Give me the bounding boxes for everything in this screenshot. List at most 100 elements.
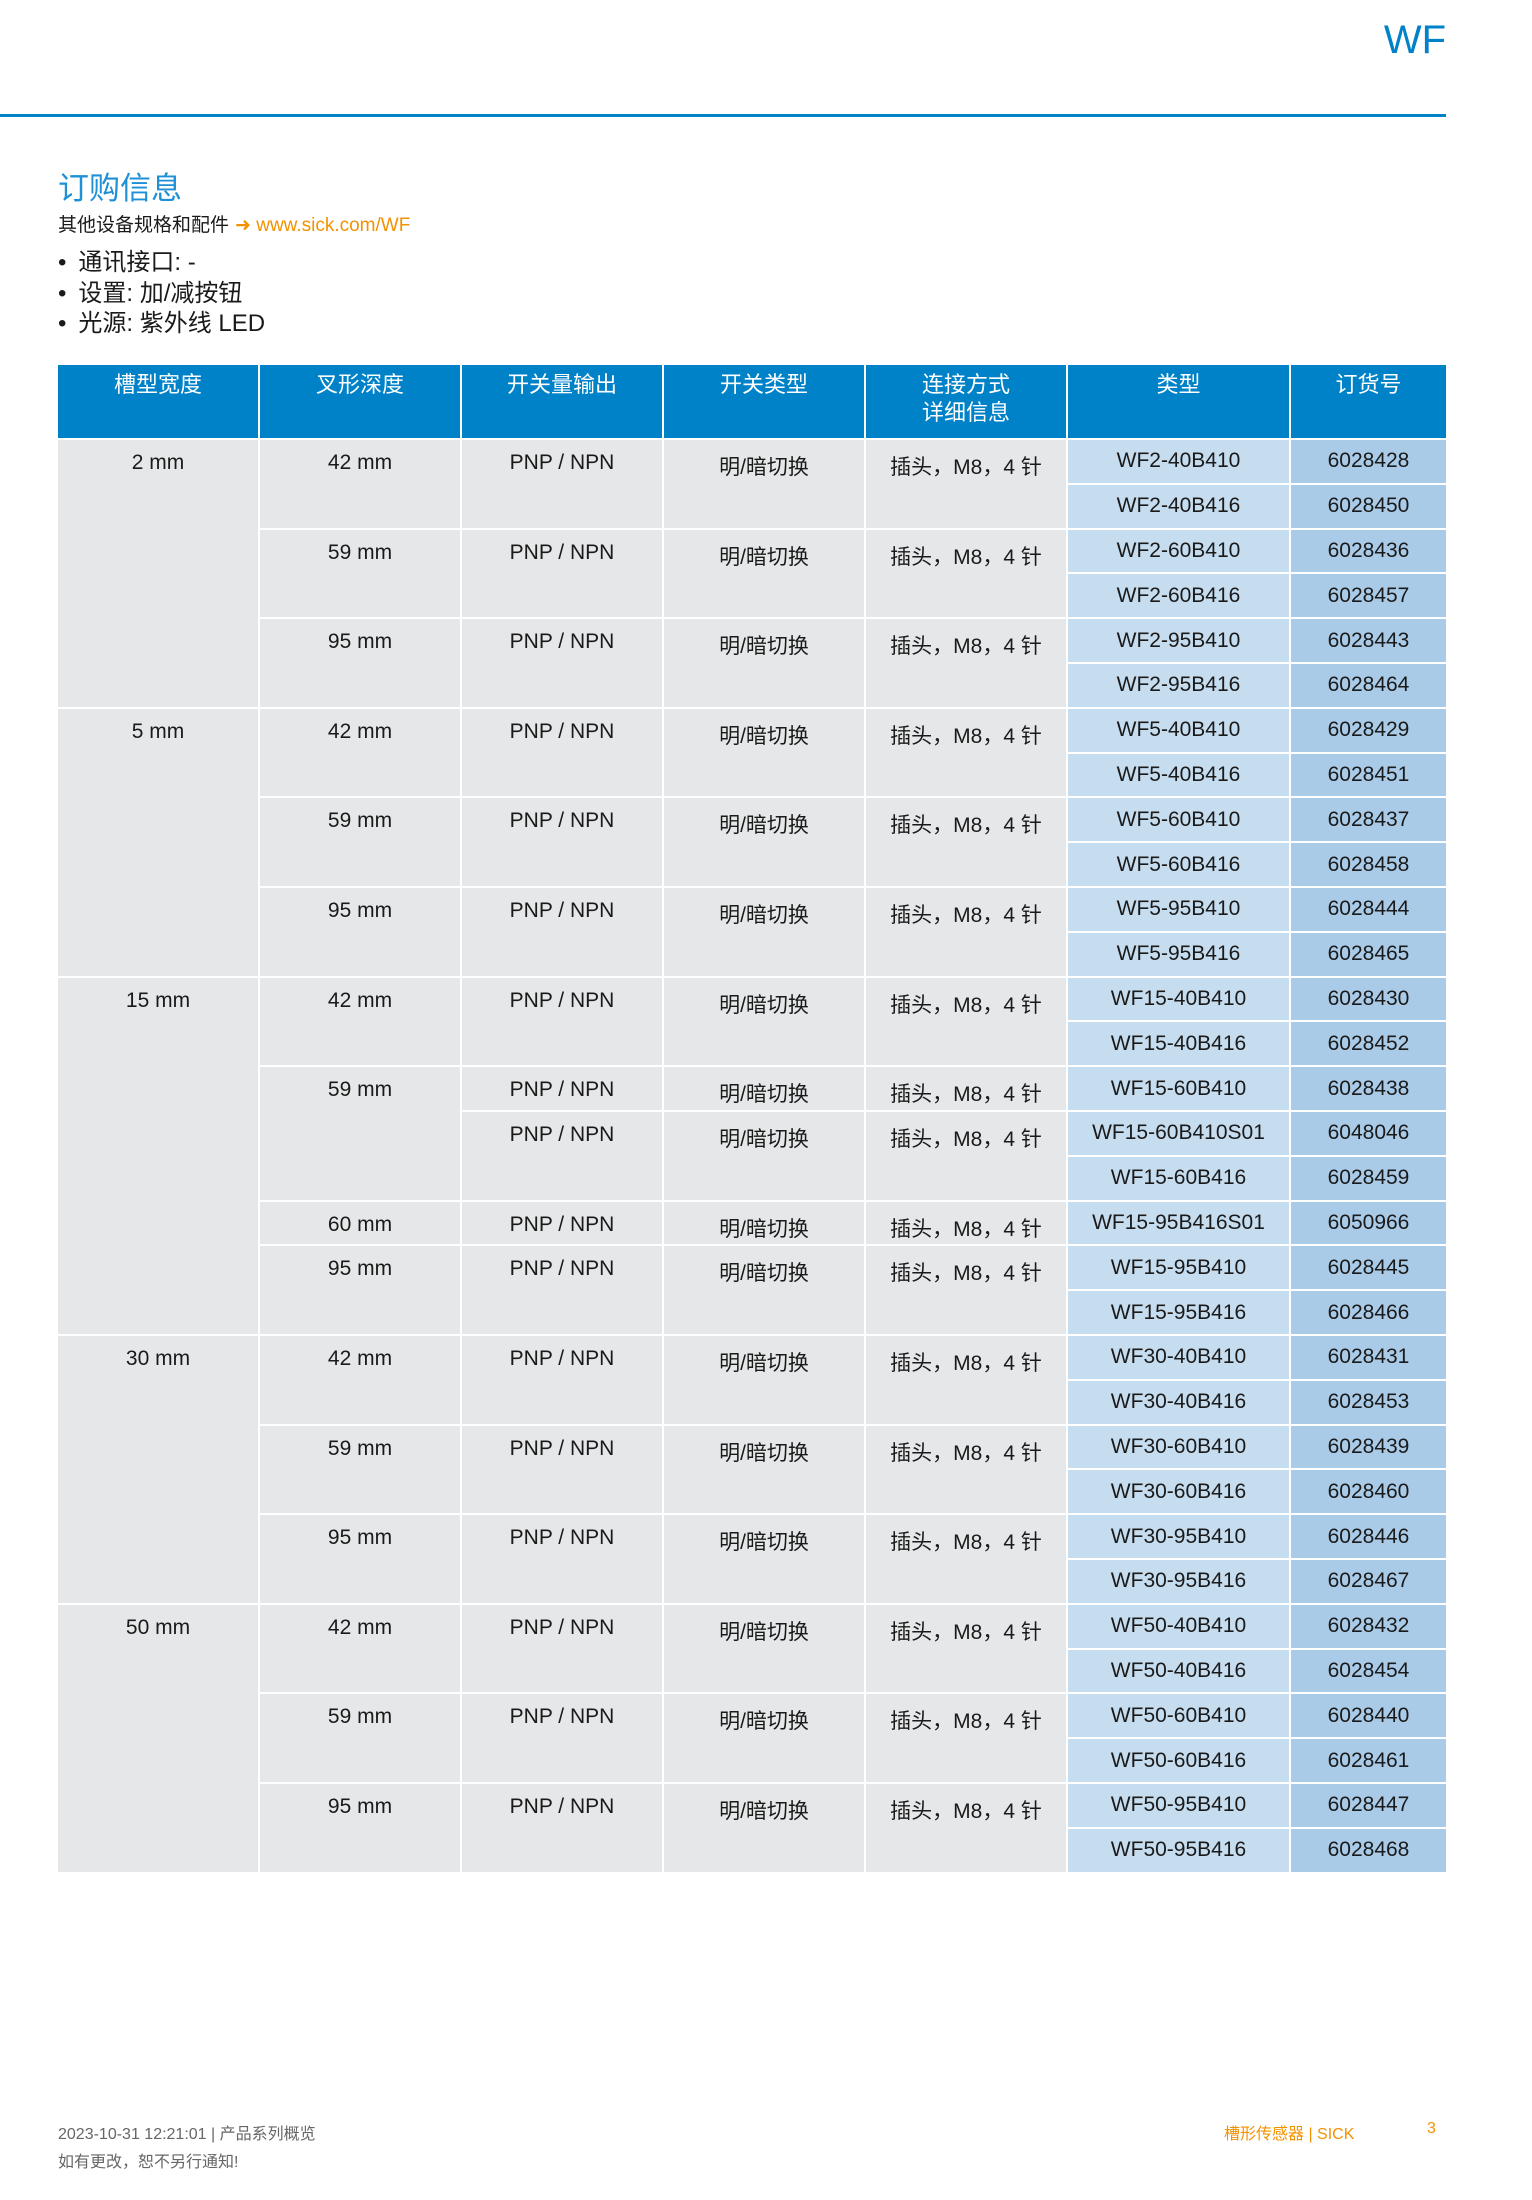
switch-type-cell: 明/暗切换 — [664, 1694, 864, 1782]
fork-depth-cell: 60 mm — [260, 1201, 460, 1245]
subtitle: 其他设备规格和配件 ➜ www.sick.com/WF — [58, 210, 410, 237]
type-cell: WF15-40B410 — [1068, 977, 1289, 1021]
type-cell: WF2-40B416 — [1068, 484, 1289, 528]
switching-output-cell: PNP / NPN — [462, 619, 662, 707]
order-number-cell: 6028439 — [1291, 1425, 1446, 1469]
brand-title: WF — [1383, 18, 1446, 62]
fork-depth-cell: 95 mm — [260, 1515, 460, 1603]
type-cell: WF2-60B410 — [1068, 529, 1289, 573]
type-cell: WF2-40B410 — [1068, 440, 1289, 483]
type-cell: WF5-95B410 — [1068, 887, 1289, 931]
subtitle-text: 其他设备规格和配件 — [58, 215, 230, 236]
connection-cell: 插头，M8，4 针 — [866, 1111, 1066, 1200]
switching-output-cell: PNP / NPN — [462, 1335, 662, 1424]
switch-type-cell: 明/暗切换 — [664, 1201, 864, 1245]
switching-output-cell: PNP / NPN — [462, 708, 662, 797]
switching-output-cell: PNP / NPN — [462, 1246, 662, 1334]
order-number-cell: 6028438 — [1291, 1067, 1446, 1110]
switching-output-cell: PNP / NPN — [462, 440, 662, 528]
type-cell: WF5-40B416 — [1068, 753, 1289, 797]
order-number-cell: 6028460 — [1291, 1470, 1446, 1514]
type-cell: WF30-95B416 — [1068, 1559, 1289, 1603]
order-number-cell: 6028447 — [1291, 1783, 1446, 1827]
fork-depth-cell: 95 mm — [260, 619, 460, 707]
type-cell: WF30-60B410 — [1068, 1425, 1289, 1469]
type-cell: WF15-60B410 — [1068, 1067, 1289, 1110]
order-number-cell: 6028458 — [1291, 843, 1446, 886]
arrow-right-icon: ➜ — [235, 215, 251, 236]
order-number-cell: 6028440 — [1291, 1694, 1446, 1738]
type-cell: WF15-60B410S01 — [1068, 1111, 1289, 1155]
column-header: 开关量输出 — [462, 365, 662, 438]
connection-cell: 插头，M8，4 针 — [866, 1515, 1066, 1603]
connection-cell: 插头，M8，4 针 — [866, 708, 1066, 797]
fork-depth-cell: 59 mm — [260, 1694, 460, 1782]
type-cell: WF30-95B410 — [1068, 1515, 1289, 1558]
type-cell: WF15-40B416 — [1068, 1022, 1289, 1066]
type-cell: WF30-40B416 — [1068, 1380, 1289, 1424]
connection-cell: 插头，M8，4 针 — [866, 1067, 1066, 1110]
type-cell: WF5-40B410 — [1068, 708, 1289, 752]
slot-width-cell: 5 mm — [58, 708, 258, 976]
order-number-cell: 6048046 — [1291, 1111, 1446, 1155]
page-title: 订购信息 — [58, 171, 182, 206]
order-number-cell: 6028445 — [1291, 1246, 1446, 1290]
order-number-cell: 6028444 — [1291, 887, 1446, 931]
fork-depth-cell: 95 mm — [260, 1246, 460, 1334]
column-header: 槽型宽度 — [58, 365, 258, 438]
order-number-cell: 6028432 — [1291, 1604, 1446, 1648]
column-header-line: 详细信息 — [921, 400, 1010, 425]
header-divider — [0, 114, 1446, 117]
switch-type-cell: 明/暗切换 — [664, 1604, 864, 1693]
column-header-line: 开关量输出 — [506, 372, 617, 397]
type-cell: WF50-95B410 — [1068, 1783, 1289, 1827]
type-cell: WF50-60B416 — [1068, 1739, 1289, 1782]
column-header-line: 订货号 — [1335, 372, 1402, 397]
fork-depth-cell: 42 mm — [260, 708, 460, 797]
switch-type-cell: 明/暗切换 — [664, 977, 864, 1066]
switching-output-cell: PNP / NPN — [462, 1783, 662, 1872]
column-header: 订货号 — [1291, 365, 1446, 438]
feature-item: 光源: 紫外线 LED — [58, 309, 265, 340]
fork-depth-cell: 59 mm — [260, 1067, 460, 1200]
feature-list: 通讯接口: - 设置: 加/减按钮 光源: 紫外线 LED — [58, 248, 265, 340]
switching-output-cell: PNP / NPN — [462, 887, 662, 976]
type-cell: WF5-60B410 — [1068, 798, 1289, 842]
type-cell: WF5-95B416 — [1068, 932, 1289, 976]
page-number: 3 — [1427, 2120, 1436, 2137]
switch-type-cell: 明/暗切换 — [664, 1335, 864, 1424]
fork-depth-cell: 95 mm — [260, 887, 460, 976]
fork-depth-cell: 95 mm — [260, 1783, 460, 1872]
switching-output-cell: PNP / NPN — [462, 1515, 662, 1603]
feature-item: 设置: 加/减按钮 — [58, 279, 265, 310]
switching-output-cell: PNP / NPN — [462, 1425, 662, 1514]
type-cell: WF2-95B416 — [1068, 663, 1289, 707]
product-link[interactable]: www.sick.com/WF — [256, 215, 411, 236]
ordering-table: 槽型宽度 叉形深度 开关量输出 开关类型 连接方式 详细信息 类型 订货号 PNP / NPN 明… — [58, 365, 1446, 1872]
fork-depth-cell: 59 mm — [260, 1425, 460, 1514]
switching-output-cell: PNP / NPN — [462, 529, 662, 618]
type-cell: WF15-95B416 — [1068, 1291, 1289, 1334]
order-number-cell: 6028450 — [1291, 484, 1446, 528]
connection-cell: 插头，M8，4 针 — [866, 1783, 1066, 1872]
switching-output-cell: PNP / NPN — [462, 1111, 662, 1200]
column-header-line: 类型 — [1156, 372, 1201, 397]
slot-width-cell: 2 mm — [58, 440, 258, 707]
type-cell: WF15-95B416S01 — [1068, 1201, 1289, 1245]
order-number-cell: 6028454 — [1291, 1649, 1446, 1693]
connection-cell: 插头，M8，4 针 — [866, 1246, 1066, 1334]
order-number-cell: 6028431 — [1291, 1335, 1446, 1379]
slot-width-cell: 30 mm — [58, 1335, 258, 1603]
switching-output-cell: PNP / NPN — [462, 1067, 662, 1110]
column-header-line: 开关类型 — [719, 372, 808, 397]
footer-notice: 如有更改，恕不另行通知! — [58, 2154, 239, 2171]
column-header: 类型 — [1068, 365, 1289, 438]
switch-type-cell: 明/暗切换 — [664, 1067, 864, 1110]
switching-output-cell: PNP / NPN — [462, 1201, 662, 1245]
connection-cell: 插头，M8，4 针 — [866, 1425, 1066, 1514]
slot-width-cell: 50 mm — [58, 1604, 258, 1872]
order-number-cell: 6028428 — [1291, 440, 1446, 483]
connection-cell: 插头，M8，4 针 — [866, 887, 1066, 976]
connection-cell: 插头，M8，4 针 — [866, 1604, 1066, 1693]
footer-product: 槽形传感器 | SICK — [1224, 2126, 1355, 2143]
